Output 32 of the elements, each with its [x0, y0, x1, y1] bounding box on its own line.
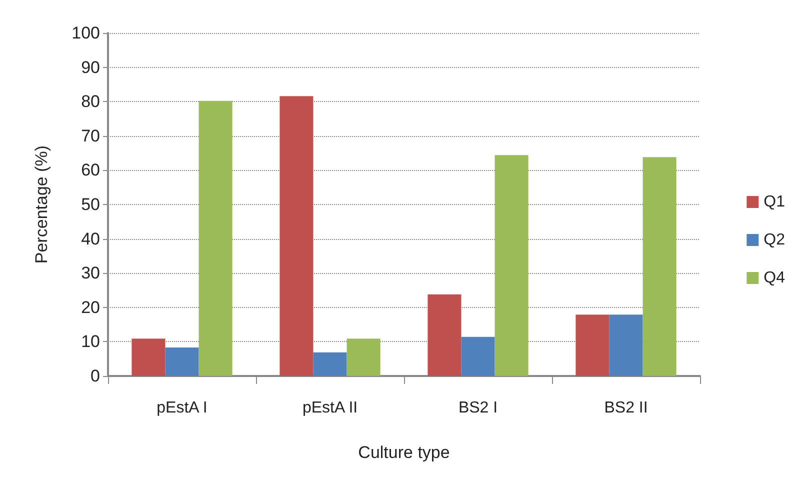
y-tick-label: 40 — [81, 229, 100, 248]
y-tick-label: 0 — [90, 366, 100, 386]
y-tick-label: 80 — [81, 92, 100, 112]
x-tick-label: pEstA I — [156, 400, 208, 416]
y-tick-label: 30 — [81, 264, 100, 283]
bar — [609, 314, 643, 376]
y-tick-label: 50 — [81, 195, 100, 214]
x-axis-title: Culture type — [358, 443, 450, 462]
bar — [198, 100, 232, 376]
bar — [346, 338, 380, 376]
bar — [461, 336, 495, 376]
legend-label: Q2 — [764, 232, 786, 248]
bar — [132, 338, 166, 376]
y-tick-label: 90 — [81, 58, 100, 77]
bar — [642, 157, 676, 376]
y-tick-label: 10 — [81, 332, 100, 352]
bar — [576, 314, 610, 376]
bar — [428, 294, 462, 376]
x-tick-label: BS2 II — [604, 400, 648, 416]
y-tick-label: 100 — [72, 24, 100, 42]
y-axis-title: Percentage (%) — [32, 145, 51, 264]
bar — [165, 348, 199, 376]
y-tick-label: 70 — [81, 126, 100, 146]
y-tick-label: 20 — [81, 298, 100, 317]
bar — [280, 96, 314, 376]
legend-label: Q4 — [764, 270, 786, 286]
x-tick-label: pEstA II — [302, 400, 358, 416]
legend-label: Q1 — [764, 194, 786, 210]
y-tick-label: 60 — [81, 160, 100, 180]
x-tick-label: BS2 I — [458, 400, 498, 416]
bar — [494, 155, 528, 376]
bar — [313, 352, 347, 376]
